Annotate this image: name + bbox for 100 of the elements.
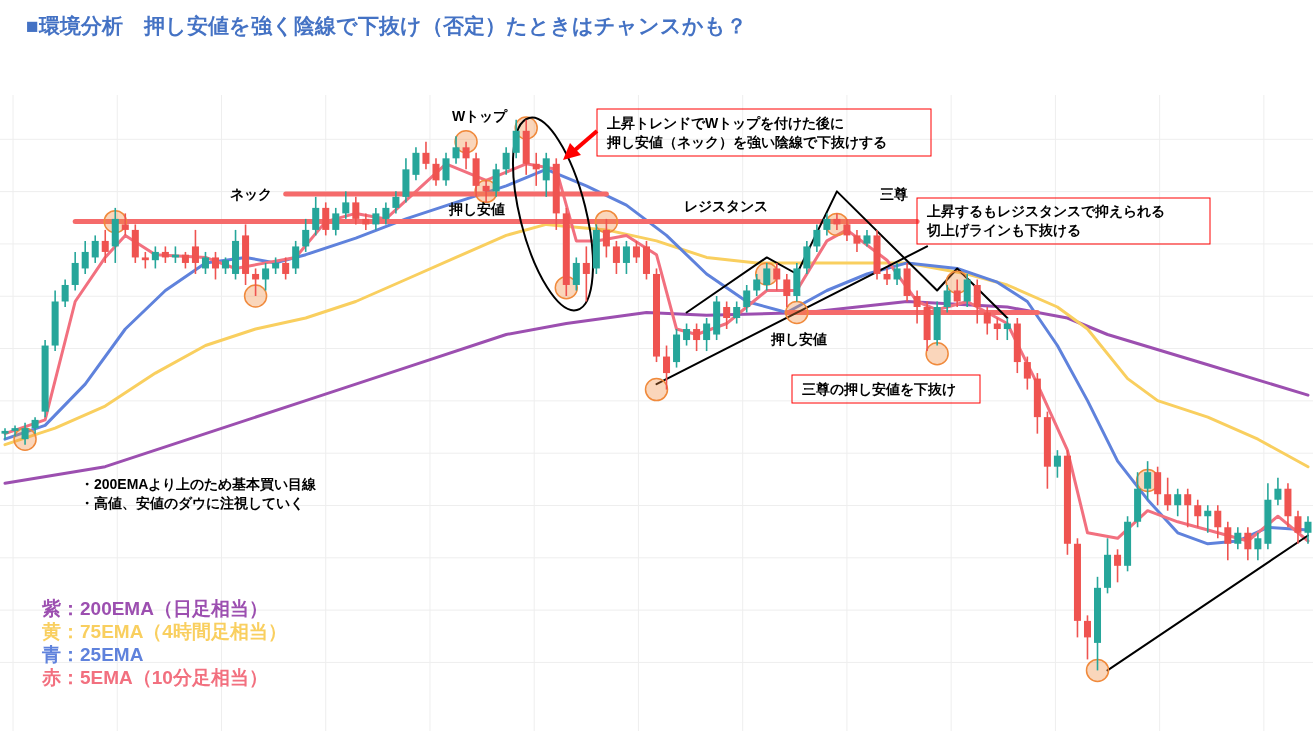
candlestick: [703, 317, 711, 352]
candlestick: [622, 240, 630, 275]
candlestick: [1003, 317, 1011, 341]
candlestick: [422, 141, 430, 171]
candlestick: [743, 284, 751, 314]
candlestick: [572, 256, 580, 292]
candlestick: [482, 179, 490, 204]
candlestick: [332, 207, 340, 237]
candlestick: [352, 196, 360, 226]
candlestick: [412, 146, 420, 182]
candlestick: [963, 273, 971, 308]
candlestick: [783, 273, 791, 308]
candlestick: [753, 273, 761, 297]
candlestick: [392, 190, 400, 215]
candlestick: [1214, 504, 1222, 540]
candlestick: [452, 135, 460, 165]
candlestick: [1083, 614, 1091, 661]
candlestick: [913, 289, 921, 325]
candlestick: [1174, 487, 1182, 518]
candlestick: [843, 218, 851, 242]
candlestick: [612, 240, 620, 275]
candlestick: [1234, 526, 1242, 551]
point: [243, 284, 268, 308]
annotation: 上昇トレンドでWトップを付けた後に押し安値（ネック）を強い陰線で下抜けする: [606, 115, 887, 150]
candlestick: [61, 278, 69, 308]
candlestick: [1114, 548, 1122, 584]
candlestick: [833, 212, 841, 231]
candlestick: [442, 152, 450, 187]
candlestick: [282, 256, 290, 281]
candlestick: [542, 152, 550, 198]
candlestick: [813, 223, 821, 253]
candlestick: [362, 212, 370, 231]
candlestick: [151, 245, 159, 270]
candlestick: [1154, 465, 1162, 507]
candlestick: [803, 240, 811, 275]
candlestick: [973, 278, 981, 325]
candlestick: [262, 262, 270, 292]
candlestick: [993, 317, 1001, 341]
legend: 紫：200EMA（日足相当） 黄：75EMA（4時間足相当） 青：25EMA 赤：5EMA（10分足相当）: [42, 598, 287, 688]
candlestick: [1023, 355, 1031, 391]
candlestick: [312, 196, 320, 237]
candlestick: [823, 212, 831, 237]
candlestick: [492, 163, 500, 198]
candlestick: [953, 278, 961, 308]
candlestick: [252, 267, 260, 297]
annotation: ・200EMAより上のため基本買い目線・高値、安値のダウに注視していく: [80, 476, 318, 511]
candlestick: [1224, 520, 1232, 562]
candlestick: [1144, 460, 1152, 501]
candlestick: [602, 218, 610, 259]
annotation: Wトップ: [452, 108, 509, 124]
candlestick: [1294, 509, 1302, 545]
candlestick: [1164, 476, 1172, 512]
candlestick: [382, 201, 390, 226]
candlestick: [943, 284, 951, 314]
annotation: レジスタンス: [684, 198, 768, 214]
candlestick: [1304, 515, 1312, 545]
candlestick: [432, 157, 440, 187]
candlestick: [191, 229, 199, 275]
candlestick: [201, 251, 209, 275]
point: [594, 209, 619, 234]
candlestick: [763, 262, 771, 292]
candlestick: [582, 245, 590, 303]
chart-title: ■環境分析 押し安値を強く陰線で下抜け（否定）たときはチャンスかも？: [26, 14, 747, 38]
candlestick: [91, 234, 99, 264]
candlestick: [302, 218, 310, 253]
annotation: ネック: [230, 186, 272, 202]
candlestick: [883, 267, 891, 286]
candlestick: [693, 322, 701, 352]
annotation: 三尊: [880, 186, 908, 202]
point: [785, 300, 809, 325]
candlestick: [663, 344, 671, 391]
candlestick: [1244, 526, 1252, 562]
candlestick: [211, 251, 219, 281]
candlestick: [983, 306, 991, 336]
annotation: 押し安値: [448, 201, 505, 217]
candlestick: [1254, 531, 1262, 562]
candlestick: [121, 212, 129, 237]
candlestick: [532, 152, 540, 187]
candlestick: [1194, 498, 1202, 529]
candlestick: [1274, 476, 1282, 507]
candlestick: [372, 207, 380, 231]
candlestick: [322, 201, 330, 237]
candlestick: [71, 251, 79, 292]
candlestick: [502, 146, 510, 176]
candlestick: [733, 300, 741, 325]
point: [1085, 658, 1110, 683]
candlestick: [342, 190, 350, 220]
candlestick: [1053, 449, 1061, 479]
candlestick: [462, 141, 470, 171]
candlestick: [292, 240, 300, 275]
annotation: 押し安値: [770, 331, 827, 347]
candlestick: [81, 240, 89, 275]
candlestick: [893, 262, 901, 286]
point: [925, 342, 949, 366]
candlestick: [632, 240, 640, 264]
candlestick: [512, 118, 520, 160]
candlestick: [683, 322, 691, 347]
point: [644, 377, 669, 402]
candlestick: [773, 262, 781, 292]
candlestick: [101, 229, 109, 264]
